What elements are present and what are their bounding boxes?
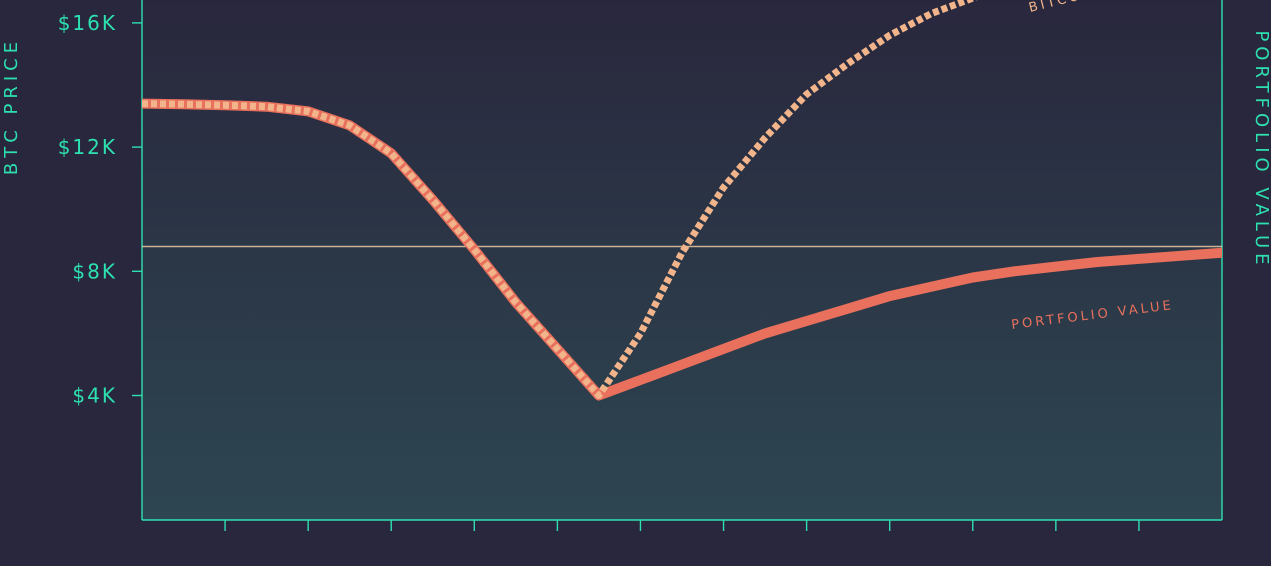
y2-axis-title: PORTFOLIO VALUE — [1251, 30, 1271, 269]
y-tick-label-0: $16K — [58, 11, 117, 35]
y-tick-label-1: $12K — [58, 135, 117, 159]
y-tick-label-2: $8K — [72, 259, 117, 283]
y-tick-label-3: $4K — [72, 384, 117, 408]
series-line-bitcoin — [142, 0, 978, 399]
y-axis-title: BTC PRICE — [1, 37, 22, 175]
